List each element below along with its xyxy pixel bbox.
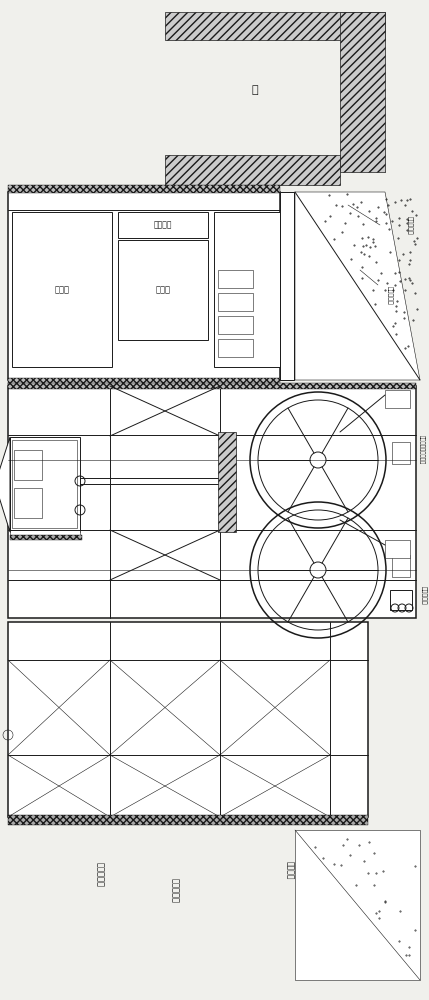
Text: 回填砂砾石: 回填砂砾石 [387,286,393,304]
Bar [8,185,280,193]
Bar [214,212,280,367]
Text: 尾水位面线: 尾水位面线 [407,216,413,234]
Bar [12,440,77,528]
Bar [118,240,208,340]
Bar [8,192,280,380]
Bar [218,293,253,311]
Text: 主变站: 主变站 [54,286,69,294]
Bar [218,339,253,357]
Bar [14,450,42,480]
Text: 坝: 坝 [252,85,258,95]
Bar [12,212,112,367]
Bar [10,535,82,540]
Text: 纵断面图: 纵断面图 [286,861,294,879]
Bar [10,437,80,532]
Bar [385,540,410,558]
Bar [218,432,236,532]
Text: 厂房剖面图: 厂房剖面图 [170,878,179,902]
Bar [392,555,410,577]
Bar [280,192,294,380]
Polygon shape [295,192,420,380]
Bar [390,590,412,610]
Bar [8,383,416,389]
Text: 行车轨道: 行车轨道 [154,221,172,230]
Text: 中控室: 中控室 [155,286,170,294]
Bar [8,622,368,817]
Bar [165,155,340,185]
Bar [8,386,416,618]
Bar [218,316,253,334]
Text: 技术供水箱: 技术供水箱 [421,586,427,604]
Bar [392,442,410,464]
Bar [218,270,253,288]
Polygon shape [295,830,420,980]
Bar [8,378,280,386]
Bar [8,815,368,825]
Bar [385,390,410,408]
Text: 高低压油压式调速箱: 高低压油压式调速箱 [419,435,425,465]
Text: 厂房平面图: 厂房平面图 [96,862,105,888]
Polygon shape [0,437,10,532]
Bar [10,530,80,538]
Bar [340,12,385,172]
Bar [165,12,385,40]
Bar [118,212,208,238]
Bar [14,488,42,518]
